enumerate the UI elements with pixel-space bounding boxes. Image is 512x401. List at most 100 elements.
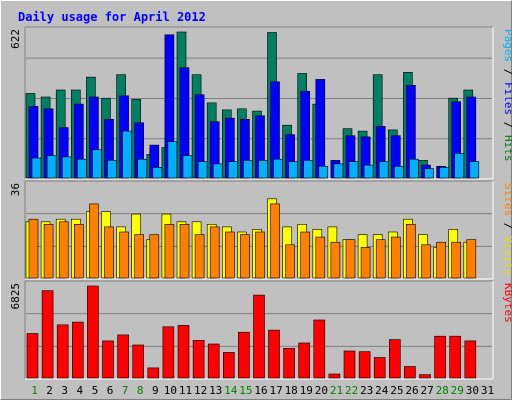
bar-sites-day-11 [179, 224, 190, 279]
x-tick-label-day-19: 19 [300, 384, 313, 397]
panel-series-label: KBytes [502, 283, 512, 323]
x-tick-label-day-28: 28 [436, 384, 449, 397]
bar-pages-day-25 [393, 166, 404, 179]
x-tick-label-day-12: 12 [194, 384, 207, 397]
series-label-part: Hits [502, 135, 512, 162]
bar-kbytes-day-2 [41, 290, 54, 379]
x-tick-label-day-9: 9 [152, 384, 159, 397]
bar-pages-day-27 [424, 168, 434, 179]
bar-pages-day-21 [333, 163, 344, 179]
x-tick-label-day-13: 13 [209, 384, 222, 397]
panel-max-label: 622 [9, 29, 22, 49]
bar-kbytes-day-14 [223, 352, 235, 379]
series-label-part: Files [502, 82, 512, 115]
x-tick-label-day-7: 7 [122, 384, 129, 397]
x-tick-label-day-26: 26 [405, 384, 418, 397]
series-label-part: / [502, 216, 512, 236]
bar-sites-day-2 [43, 224, 54, 279]
x-tick-label-day-20: 20 [315, 384, 328, 397]
bar-pages-day-8 [137, 158, 147, 179]
bar-pages-day-11 [182, 155, 193, 179]
bar-pages-day-6 [107, 160, 117, 179]
x-tick-label-day-11: 11 [179, 384, 192, 397]
bar-sites-day-3 [58, 221, 69, 279]
bar-kbytes-day-12 [192, 339, 205, 379]
bar-sites-day-18 [285, 244, 295, 279]
bar-sites-day-12 [194, 234, 205, 279]
bar-pages-day-9 [152, 167, 163, 179]
bar-pages-day-3 [61, 156, 72, 179]
x-tick-label-day-4: 4 [76, 384, 83, 397]
bar-sites-day-15 [240, 234, 250, 279]
panel-visits-sites: 36 Sites / Visits [9, 180, 512, 280]
bar-sites-day-5 [89, 203, 99, 279]
bar-sites-day-24 [375, 239, 386, 279]
bar-kbytes-day-8 [132, 344, 144, 379]
bar-pages-day-16 [258, 160, 268, 179]
bar-sites-day-6 [104, 226, 114, 279]
bar-sites-day-16 [255, 231, 265, 279]
x-tick-label-day-23: 23 [360, 384, 373, 397]
bar-pages-day-13 [212, 163, 223, 179]
bar-kbytes-day-17 [268, 329, 280, 379]
bar-kbytes-day-13 [207, 343, 220, 379]
panel-series-label: Pages / Files / Hits [502, 29, 512, 162]
bar-sites-day-19 [300, 231, 311, 279]
x-tick-label-day-6: 6 [107, 384, 114, 397]
bar-pages-day-19 [303, 160, 314, 179]
bar-sites-day-13 [209, 226, 220, 279]
bar-sites-day-1 [28, 218, 39, 279]
bar-pages-day-1 [31, 157, 42, 179]
bar-pages-day-10 [167, 141, 178, 179]
bar-pages-day-24 [378, 161, 389, 179]
bar-sites-day-7 [119, 231, 129, 279]
bar-sites-day-23 [360, 247, 371, 279]
x-tick-label-day-10: 10 [164, 384, 177, 397]
bar-pages-day-14 [228, 161, 238, 179]
bar-kbytes-day-25 [388, 339, 401, 379]
bar-pages-day-2 [46, 155, 57, 179]
x-tick-label-day-5: 5 [92, 384, 99, 397]
bar-kbytes-day-28 [434, 335, 446, 379]
bar-kbytes-day-27 [419, 374, 431, 379]
bar-pages-day-23 [363, 164, 374, 179]
panel-kbytes: 6825 KBytes [9, 280, 512, 380]
bar-pages-day-20 [318, 166, 329, 179]
bar-kbytes-day-29 [449, 335, 462, 379]
bar-pages-day-28 [439, 167, 449, 179]
bar-kbytes-day-3 [56, 324, 69, 379]
x-tick-label-day-21: 21 [330, 384, 343, 397]
bar-kbytes-day-6 [102, 340, 114, 379]
bar-kbytes-day-26 [404, 366, 416, 379]
bar-sites-day-14 [225, 231, 235, 279]
x-tick-label-day-18: 18 [285, 384, 298, 397]
x-tick-label-day-3: 3 [61, 384, 68, 397]
bar-kbytes-day-4 [72, 321, 84, 379]
bar-sites-day-10 [164, 224, 175, 279]
x-tick-label-day-24: 24 [375, 384, 389, 397]
bar-kbytes-day-22 [343, 350, 356, 379]
x-tick-label-day-2: 2 [46, 384, 53, 397]
bar-pages-day-22 [348, 161, 359, 179]
bar-kbytes-day-16 [253, 294, 265, 379]
series-label-part: Pages [502, 29, 512, 62]
panel-max-label: 6825 [9, 283, 22, 310]
bar-pages-day-5 [92, 149, 102, 179]
bar-sites-day-30 [466, 239, 477, 279]
bar-sites-day-8 [134, 234, 144, 279]
x-tick-label-day-27: 27 [420, 384, 433, 397]
x-tick-label-day-25: 25 [390, 384, 403, 397]
x-tick-label-day-16: 16 [254, 384, 267, 397]
bar-kbytes-day-15 [238, 331, 250, 379]
chart-title: Daily usage for April 2012 [18, 10, 206, 24]
bar-kbytes-day-21 [328, 373, 341, 379]
bar-kbytes-day-9 [147, 367, 160, 379]
bar-pages-day-17 [273, 158, 283, 179]
bar-kbytes-day-30 [464, 340, 477, 379]
bar-sites-day-28 [436, 241, 446, 279]
series-label-part: / [502, 115, 512, 135]
series-label-part: / [502, 62, 512, 82]
bar-kbytes-day-23 [358, 351, 371, 379]
